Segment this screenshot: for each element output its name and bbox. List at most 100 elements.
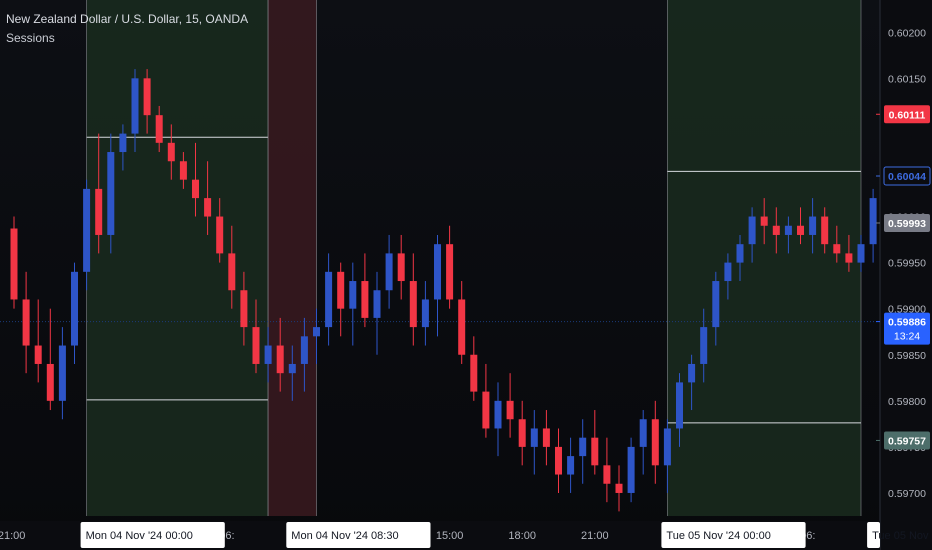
- candle: [639, 410, 647, 475]
- price-badge: [884, 431, 930, 450]
- candle: [143, 69, 151, 134]
- candle-body: [446, 244, 454, 300]
- candle-body: [143, 78, 151, 116]
- candle-body: [506, 400, 514, 420]
- candle-body: [337, 271, 345, 309]
- candle: [276, 317, 284, 392]
- candle: [712, 271, 720, 346]
- candle-body: [712, 281, 720, 328]
- time-highlight-label: Tue 05 Nov '24 00:00: [666, 530, 770, 542]
- candle: [784, 216, 792, 254]
- candle-body: [591, 437, 599, 466]
- candle-body: [276, 345, 284, 374]
- candle-body: [494, 400, 502, 429]
- candle-body: [240, 290, 248, 328]
- candle-body: [361, 281, 369, 318]
- price-badge: [884, 105, 930, 124]
- session-fill: [667, 0, 861, 516]
- candle: [131, 69, 139, 153]
- candle: [252, 299, 260, 374]
- candle-body: [71, 271, 78, 346]
- time-highlight-label: Tue 05 Nov '24: [872, 530, 932, 542]
- candle-body: [131, 78, 139, 134]
- candle-body: [470, 354, 478, 392]
- candle-body: [34, 345, 42, 364]
- candle: [216, 198, 224, 263]
- candle: [240, 271, 248, 346]
- candle-body: [833, 244, 841, 254]
- candle: [603, 437, 611, 503]
- candle-body: [603, 465, 611, 484]
- candle-body: [10, 228, 18, 300]
- candle: [325, 253, 333, 346]
- candle: [772, 207, 780, 254]
- candle-body: [167, 142, 175, 162]
- candle-body: [724, 262, 732, 282]
- candle: [530, 410, 538, 475]
- candle: [869, 188, 877, 263]
- indicator-name[interactable]: Sessions: [6, 31, 55, 45]
- price-badge-label: 0.60111: [889, 109, 926, 121]
- candle: [482, 363, 490, 438]
- candle-body: [458, 299, 466, 355]
- candle: [361, 253, 369, 328]
- candle-body: [663, 428, 671, 466]
- candle: [155, 105, 163, 153]
- price-badge-label: 0.59886: [888, 317, 926, 329]
- price-badge-countdown: 13:24: [894, 331, 920, 343]
- price-badge: [884, 312, 930, 345]
- x-tick-label: 18:00: [508, 530, 536, 542]
- candle-body: [869, 198, 877, 245]
- candle: [688, 354, 696, 411]
- candle-body: [482, 391, 490, 429]
- session-fill: [268, 0, 317, 516]
- y-tick-label: 0.60200: [888, 27, 926, 39]
- candle-body: [748, 216, 756, 245]
- candle: [119, 124, 127, 171]
- candle: [663, 419, 671, 493]
- candle-body: [530, 428, 538, 447]
- candle: [724, 253, 732, 300]
- candle-body: [615, 483, 623, 493]
- candle: [833, 225, 841, 263]
- candle-body: [421, 299, 429, 328]
- candle-body: [518, 419, 526, 447]
- time-highlight-badge: [867, 522, 880, 548]
- candle: [760, 198, 768, 245]
- candle: [736, 234, 744, 282]
- candle: [615, 465, 623, 512]
- candle-body: [58, 345, 66, 401]
- candle: [676, 373, 683, 447]
- candle: [337, 262, 345, 337]
- candle-body: [313, 327, 320, 337]
- candle: [421, 281, 429, 346]
- candle: [809, 198, 817, 254]
- candle-body: [676, 382, 683, 429]
- candle: [506, 373, 514, 438]
- time-highlight-badge: [286, 522, 431, 548]
- candle: [179, 152, 187, 189]
- candle-body: [216, 216, 224, 254]
- candle-body: [555, 446, 562, 475]
- time-highlight-label: Mon 04 Nov '24 00:00: [86, 530, 193, 542]
- y-tick-label: 0.60150: [888, 73, 926, 85]
- y-tick-label: 0.59850: [888, 350, 926, 362]
- candle: [651, 400, 659, 484]
- candle-body: [627, 446, 635, 493]
- candle: [95, 133, 103, 254]
- candle-body: [434, 244, 441, 300]
- candle: [58, 327, 66, 420]
- price-badge-label: 0.59993: [888, 218, 926, 230]
- candle: [34, 299, 42, 383]
- price-badge-label: 0.59757: [888, 435, 926, 447]
- candle-body: [385, 253, 393, 291]
- candle: [228, 225, 236, 309]
- candle: [494, 382, 502, 457]
- candle-body: [107, 152, 115, 235]
- candle-body: [22, 299, 30, 346]
- candle: [349, 262, 357, 346]
- candle: [300, 317, 308, 392]
- price-badge: [883, 166, 931, 186]
